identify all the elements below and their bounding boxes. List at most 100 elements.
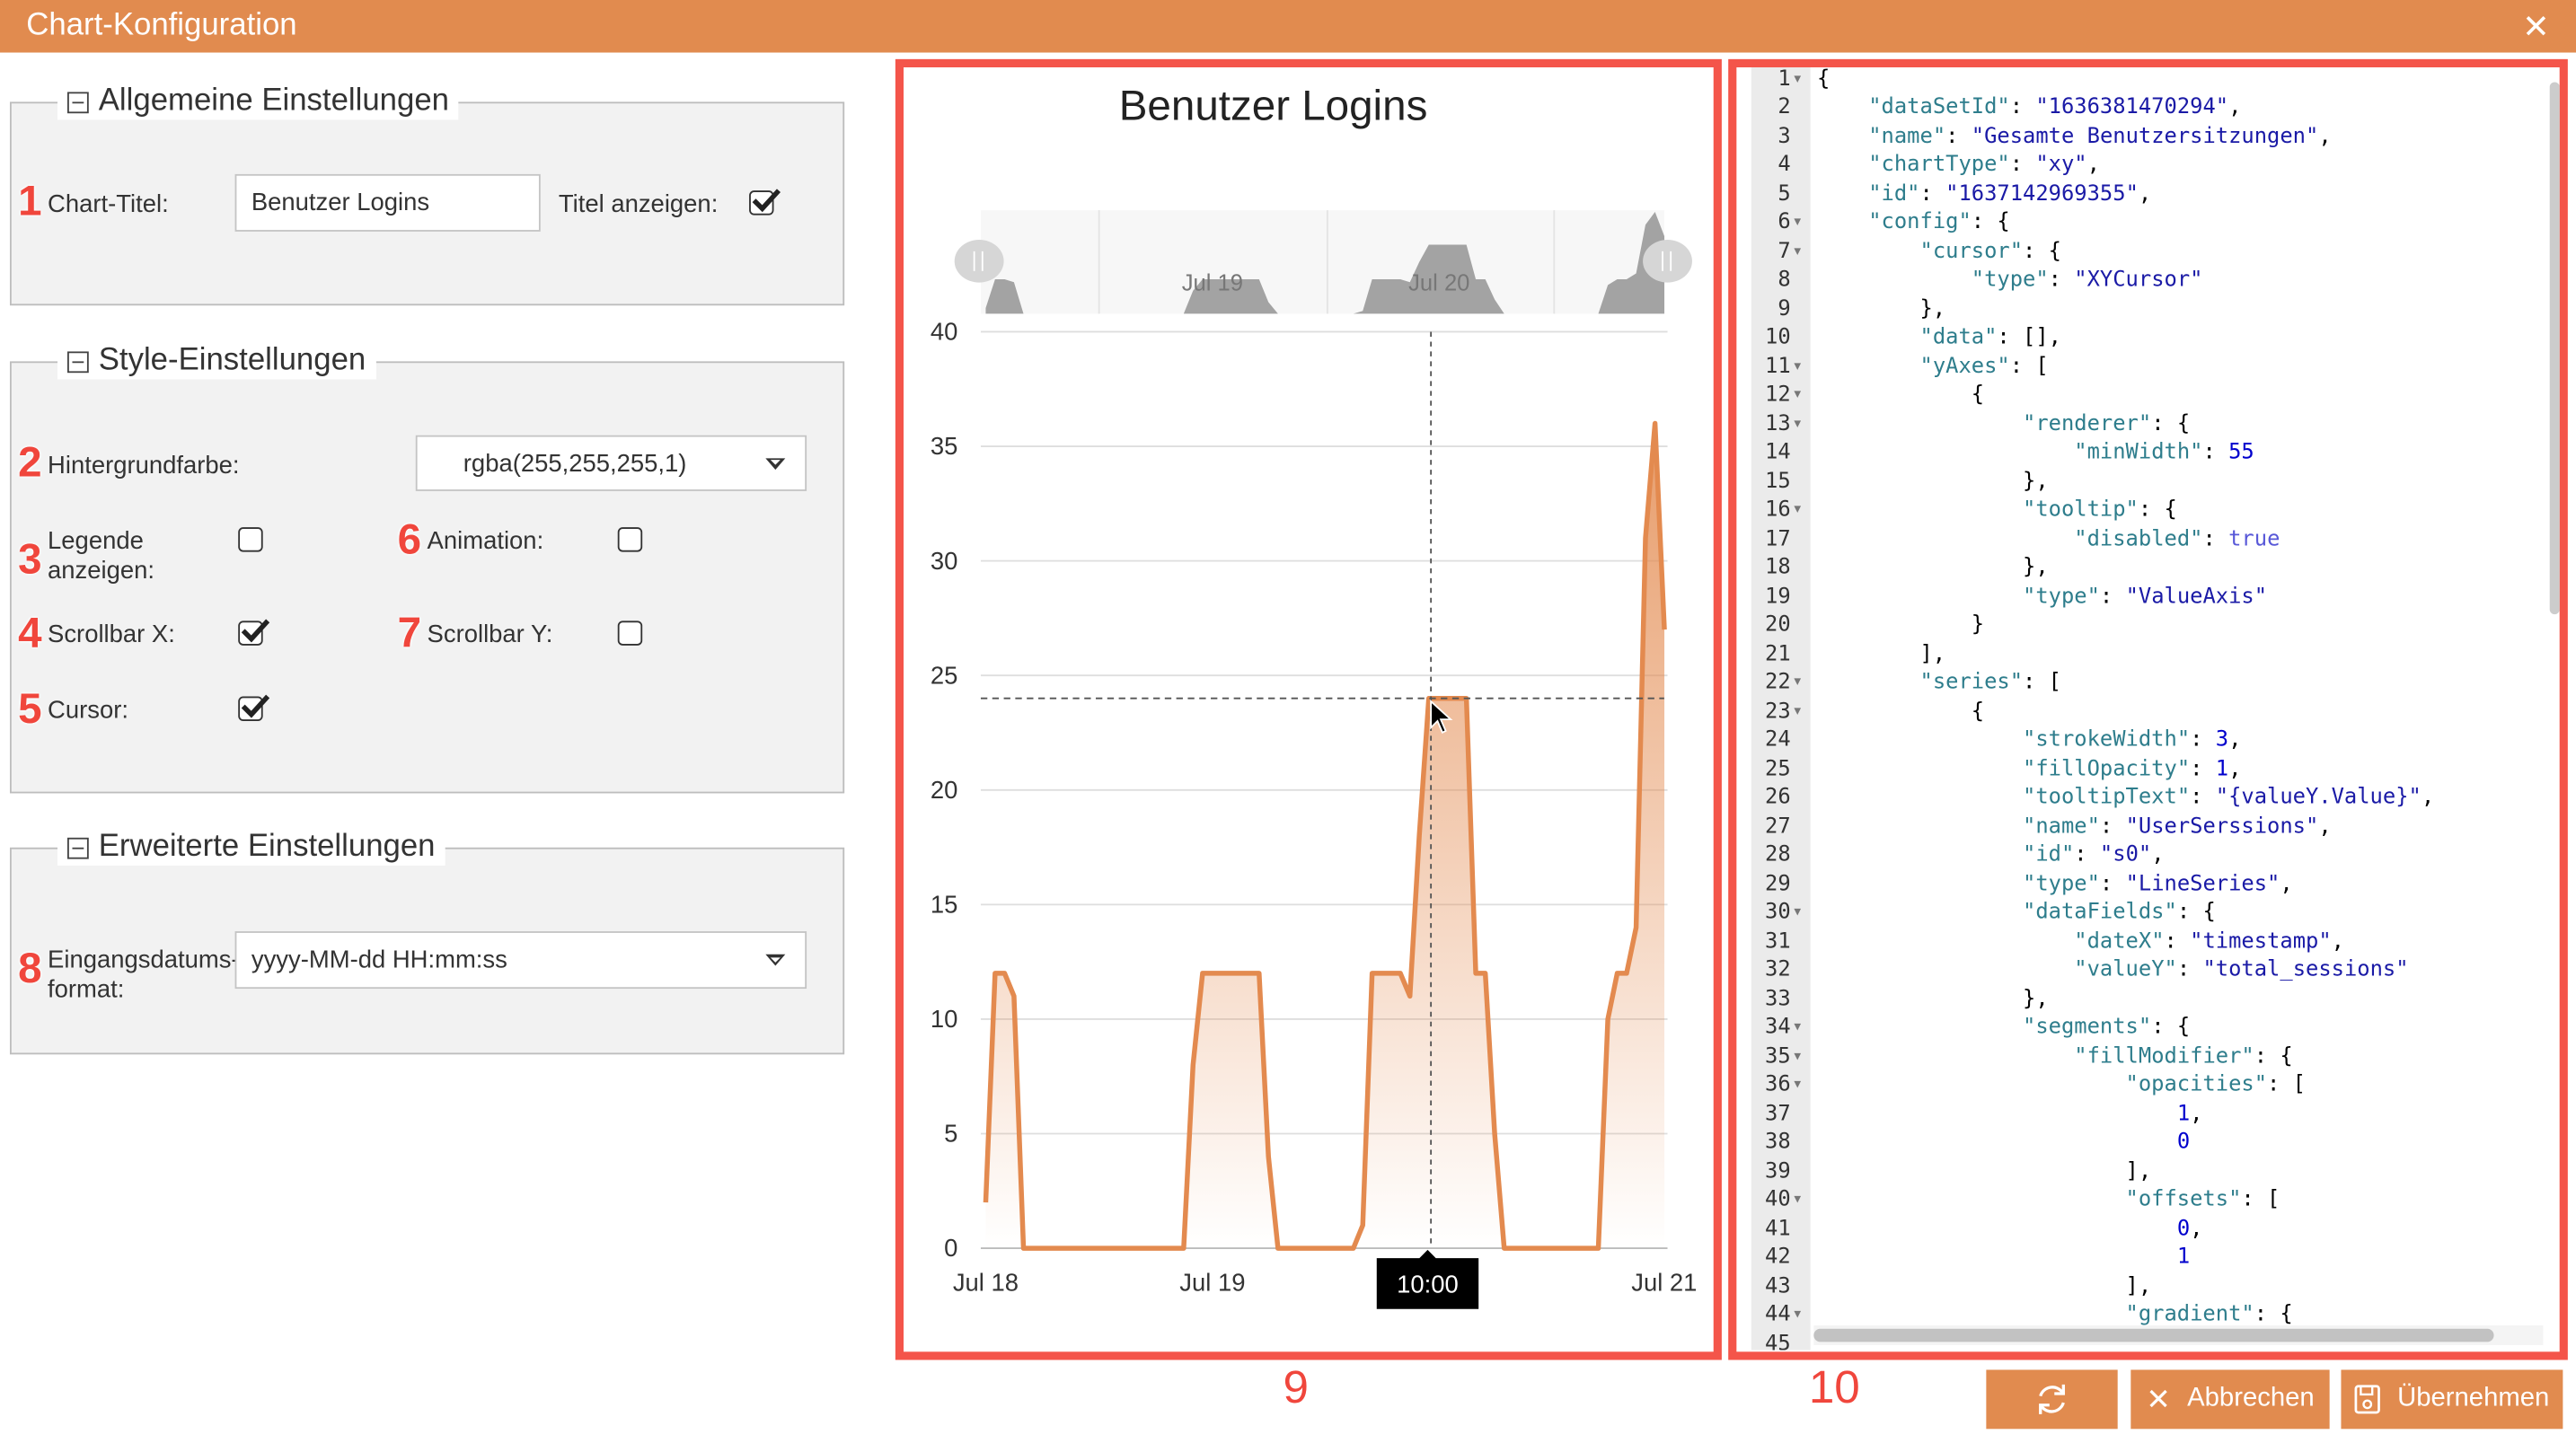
code-line[interactable]: }	[1816, 612, 1985, 638]
code-line[interactable]: "yAxes": [	[1919, 354, 2049, 379]
collapse-icon[interactable]	[66, 836, 89, 858]
code-line[interactable]: "name": "UserSerssions",	[2023, 814, 2332, 839]
horizontal-scrollbar-thumb[interactable]	[1813, 1328, 2494, 1342]
code-line[interactable]: "series": [	[1919, 670, 2062, 695]
line-number: 14	[1765, 440, 1791, 465]
code-line[interactable]: {	[1816, 66, 1831, 92]
scrollbar-x-checkbox[interactable]	[238, 619, 270, 646]
fold-arrow-icon[interactable]: ▼	[1794, 1048, 1802, 1062]
fold-arrow-icon[interactable]: ▼	[1794, 674, 1802, 689]
series-area	[985, 423, 1665, 1249]
show-legend-checkbox[interactable]	[238, 527, 263, 552]
code-line[interactable]: },	[1816, 555, 2049, 580]
code-line[interactable]: "type": "LineSeries",	[2023, 871, 2293, 896]
code-line[interactable]: "strokeWidth": 3,	[2023, 727, 2242, 752]
series-line[interactable]	[983, 420, 1667, 1251]
fold-arrow-icon[interactable]: ▼	[1794, 1307, 1802, 1321]
collapse-icon[interactable]	[66, 91, 89, 113]
fold-arrow-icon[interactable]: ▼	[1794, 1192, 1802, 1206]
fold-arrow-icon[interactable]: ▼	[1794, 215, 1802, 229]
code-line[interactable]: "valueY": "total_sessions"	[2074, 957, 2409, 982]
code-line[interactable]: "dataFields": {	[2023, 900, 2216, 925]
horizontal-scrollbar-track[interactable]	[1813, 1325, 2544, 1346]
refresh-button[interactable]	[1986, 1369, 2118, 1430]
fold-arrow-icon[interactable]: ▼	[1794, 1077, 1802, 1091]
code-line[interactable]: "type": "XYCursor"	[1971, 268, 2203, 293]
scrollbar-y-checkbox[interactable]	[617, 620, 643, 646]
line-number: 28	[1765, 842, 1791, 867]
apply-button[interactable]: Übernehmen	[2341, 1369, 2563, 1430]
save-icon	[2354, 1385, 2381, 1414]
animation-label: Animation:	[427, 527, 544, 556]
code-line[interactable]: "type": "ValueAxis"	[2023, 584, 2268, 609]
code-line[interactable]: "segments": {	[2023, 1015, 2191, 1040]
code-line[interactable]: 0	[2176, 1130, 2191, 1155]
background-color-select[interactable]: rgba(255,255,255,1)	[415, 435, 807, 491]
code-line[interactable]: "config": {	[1868, 210, 2010, 235]
code-line[interactable]: "data": [],	[1919, 325, 2062, 350]
fold-arrow-icon[interactable]: ▼	[1794, 71, 1802, 85]
animation-checkbox[interactable]	[617, 527, 643, 552]
fold-arrow-icon[interactable]: ▼	[1794, 387, 1802, 401]
code-line[interactable]: {	[1816, 383, 1985, 408]
code-line[interactable]: "tooltipText": "{valueY.Value}",	[2023, 785, 2435, 810]
show-title-checkbox[interactable]	[749, 189, 781, 216]
cancel-button[interactable]: ✕ Abbrechen	[2130, 1369, 2330, 1430]
scrollbar-end-grip[interactable]	[1643, 240, 1692, 283]
code-line[interactable]: "dateX": "timestamp",	[2074, 928, 2344, 954]
code-line[interactable]: "id": "s0",	[2023, 842, 2165, 867]
fold-arrow-icon[interactable]: ▼	[1794, 1019, 1802, 1034]
code-line[interactable]: "cursor": {	[1919, 239, 2062, 264]
close-icon[interactable]: ✕	[2522, 9, 2550, 47]
code-line[interactable]: },	[1816, 296, 1946, 321]
code-line[interactable]: "name": "Gesamte Benutzersitzungen",	[1868, 124, 2332, 149]
code-line[interactable]: "offsets": [	[2125, 1187, 2280, 1212]
chart-title-input[interactable]: Benutzer Logins	[234, 173, 541, 232]
chart-preview[interactable]: Benutzer Logins Jul 19 Jul 20 0 5 10 15 20 25…	[895, 59, 1722, 1360]
fold-arrow-icon[interactable]: ▼	[1794, 904, 1802, 919]
line-number: 24	[1765, 727, 1791, 752]
code-line[interactable]: "gradient": {	[2125, 1302, 2293, 1327]
code-line[interactable]: "disabled": true	[2074, 526, 2280, 551]
code-line[interactable]: "id": "1637142969355",	[1868, 181, 2152, 207]
line-number: 17	[1765, 526, 1791, 551]
date-format-select[interactable]: yyyy-MM-dd HH:mm:ss	[234, 931, 807, 990]
code-line[interactable]: "chartType": "xy",	[1868, 153, 2100, 178]
x-tick-label: Jul 18	[953, 1269, 1019, 1297]
code-line[interactable]: },	[1816, 986, 2049, 1011]
style-settings-legend[interactable]: Style-Einstellungen	[57, 343, 376, 380]
code-line[interactable]: "renderer": {	[2023, 411, 2191, 436]
fold-arrow-icon[interactable]: ▼	[1794, 416, 1802, 430]
line-number: 31	[1765, 928, 1791, 954]
general-settings-legend[interactable]: Allgemeine Einstellungen	[57, 84, 459, 120]
x-scrollbar[interactable]: Jul 19 Jul 20	[954, 210, 1692, 314]
collapse-icon[interactable]	[66, 350, 89, 373]
fold-arrow-icon[interactable]: ▼	[1794, 703, 1802, 717]
code-line[interactable]: },	[1816, 469, 2049, 494]
json-editor[interactable]: 1 {▼ "dataSetId": "1636381470294", 2 "name…	[1744, 66, 2550, 1351]
advanced-settings-legend[interactable]: Erweiterte Einstellungen	[57, 829, 446, 866]
cursor-checkbox[interactable]	[238, 694, 270, 721]
code-line[interactable]: 1	[2176, 1245, 2191, 1270]
fold-arrow-icon[interactable]: ▼	[1794, 502, 1802, 516]
code-line[interactable]: 0,	[2176, 1216, 2203, 1241]
scrollbar-background[interactable]	[980, 210, 1664, 314]
code-line[interactable]: "fillOpacity": 1,	[2023, 756, 2242, 781]
y-tick-label: 15	[931, 891, 958, 919]
code-line[interactable]: "dataSetId": "1636381470294",	[1868, 95, 2242, 120]
code-line[interactable]: "tooltip": {	[2023, 497, 2177, 523]
code-line[interactable]: ],	[1816, 1273, 2152, 1298]
code-line[interactable]: {	[1816, 699, 1985, 724]
code-line[interactable]: "opacities": [	[2125, 1072, 2306, 1097]
code-line[interactable]: 1,	[2176, 1101, 2203, 1126]
vertical-scrollbar-thumb[interactable]	[2549, 82, 2560, 615]
code-line[interactable]: "fillModifier": {	[2074, 1043, 2293, 1069]
code-line[interactable]: ],	[1816, 1158, 2152, 1184]
scrollbar-start-grip[interactable]	[954, 240, 1004, 283]
code-line[interactable]: ],	[1816, 641, 1946, 666]
line-number: 22	[1765, 670, 1791, 695]
code-line[interactable]: "minWidth": 55	[2074, 440, 2254, 465]
fold-arrow-icon[interactable]: ▼	[1794, 358, 1802, 373]
fold-arrow-icon[interactable]: ▼	[1794, 243, 1802, 258]
scrollbar-label: Jul 19	[1182, 271, 1243, 296]
